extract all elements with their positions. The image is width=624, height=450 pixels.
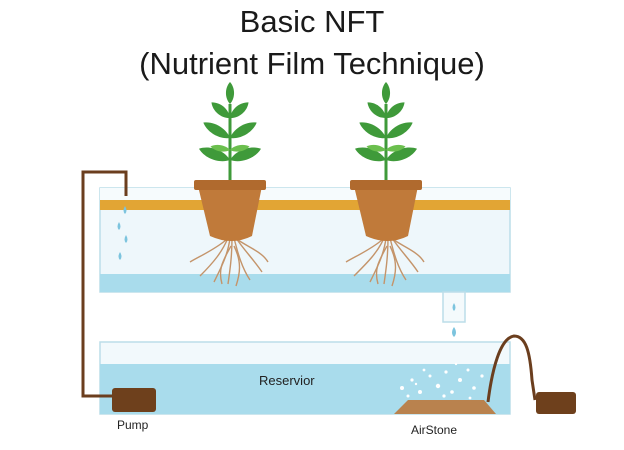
airstone-label: AirStone xyxy=(411,423,458,437)
plant-right xyxy=(345,82,425,287)
roots xyxy=(189,237,269,287)
plant-left xyxy=(189,82,269,287)
air-pump-icon xyxy=(536,392,576,414)
pump-icon xyxy=(112,388,156,412)
grow-channel xyxy=(99,187,511,293)
channel-top xyxy=(100,188,510,202)
water-drop-icon xyxy=(124,235,128,243)
reservoir-label: Reservior xyxy=(259,373,315,388)
pot-icon xyxy=(198,186,262,241)
water-drop-icon xyxy=(123,206,127,214)
roots xyxy=(345,237,425,287)
airstone-icon xyxy=(394,400,496,414)
water-drop-icon xyxy=(118,252,122,260)
air-tube xyxy=(486,334,537,403)
water-drop-icon xyxy=(452,303,456,311)
title-line-1: Basic NFT xyxy=(239,4,385,39)
water-drop-icon xyxy=(117,222,121,230)
channel-water xyxy=(100,274,510,292)
inlet-drops xyxy=(117,206,128,260)
water-drop-icon xyxy=(452,327,456,337)
feed-pipe xyxy=(81,170,128,398)
air-bubbles xyxy=(400,362,484,400)
channel-rail xyxy=(100,200,510,210)
title-line-2: (Nutrient Film Technique) xyxy=(139,46,485,81)
pump-label: Pump xyxy=(117,418,149,432)
pot-icon xyxy=(354,186,418,241)
